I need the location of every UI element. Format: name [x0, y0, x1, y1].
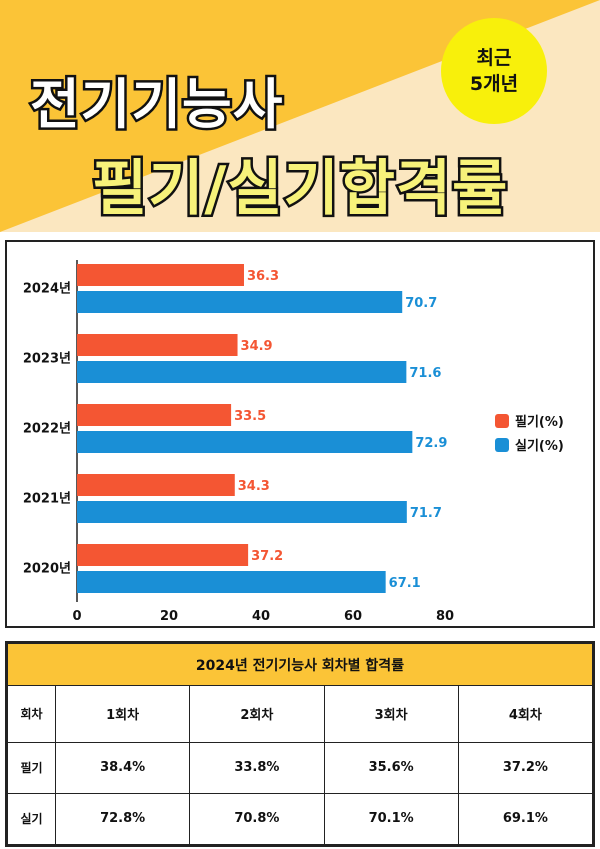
- x-tick-label: 20: [160, 609, 178, 624]
- data-label: 33.5: [234, 409, 266, 424]
- data-label: 70.7: [405, 296, 437, 311]
- title-line-1: 전기기능사: [27, 71, 284, 139]
- row-label: 실기: [7, 792, 56, 846]
- data-label: 71.6: [409, 366, 441, 381]
- table-cell: 70.8%: [189, 792, 325, 846]
- category-label: 2024년: [23, 282, 71, 297]
- bar: [77, 501, 407, 523]
- legend-label: 필기(%): [515, 415, 564, 430]
- data-label: 34.3: [238, 479, 270, 494]
- category-label: 2023년: [23, 352, 71, 367]
- data-label: 36.3: [247, 269, 279, 284]
- badge-line-2: 5개년: [469, 73, 519, 95]
- bar: [77, 291, 403, 313]
- table-cell: 70.1%: [323, 792, 459, 846]
- header-cell: 2회차: [189, 685, 325, 743]
- table-row: 실기 72.8% 70.8% 70.1% 69.1%: [7, 792, 594, 846]
- category-label: 2020년: [23, 562, 71, 577]
- bar: [77, 264, 244, 286]
- bar: [77, 431, 413, 453]
- x-tick-label: 60: [344, 609, 362, 624]
- x-tick-label: 80: [436, 609, 454, 624]
- legend-swatch: [495, 438, 509, 452]
- data-label: 37.2: [251, 549, 283, 564]
- chart-panel: 2024년 36.3 70.7 2023년 34.9 71.6 2022년 33.5 72.9 2…: [5, 240, 595, 628]
- header-cell: 3회차: [323, 685, 459, 743]
- row-label: 필기: [7, 741, 56, 794]
- round-table-panel: 2024년 전기기능사 회차별 합격률 회차 1회차 2회차 3회차 4회차 필…: [5, 641, 595, 847]
- table-caption: 2024년 전기기능사 회차별 합격률: [7, 643, 593, 686]
- data-label: 72.9: [415, 436, 447, 451]
- legend-label: 실기(%): [515, 438, 564, 454]
- title-line-2: 필기/실기합격률: [89, 152, 509, 227]
- x-tick-label: 0: [72, 609, 81, 624]
- bar: [77, 361, 407, 383]
- header-cell: 1회차: [54, 685, 191, 743]
- table-cell: 38.4%: [54, 741, 191, 794]
- legend-swatch: [495, 414, 509, 428]
- round-pass-rate-table: 2024년 전기기능사 회차별 합격률 회차 1회차 2회차 3회차 4회차 필…: [7, 643, 594, 846]
- category-label: 2022년: [23, 422, 71, 437]
- table-cell: 37.2%: [457, 741, 594, 794]
- table-cell: 72.8%: [54, 792, 191, 846]
- data-label: 34.9: [241, 339, 273, 354]
- x-tick-label: 40: [252, 609, 270, 624]
- bar: [77, 571, 386, 593]
- table-cell: 35.6%: [323, 741, 459, 794]
- table-row: 필기 38.4% 33.8% 35.6% 37.2%: [7, 741, 594, 794]
- bar: [77, 474, 235, 496]
- category-label: 2021년: [23, 492, 71, 507]
- badge-line-1: 최근: [476, 47, 512, 69]
- header-cell: 4회차: [457, 685, 594, 743]
- header-cell: 회차: [7, 685, 56, 743]
- data-label: 71.7: [410, 506, 442, 521]
- table-header-row: 회차 1회차 2회차 3회차 4회차: [7, 685, 594, 743]
- table-cell: 33.8%: [189, 741, 325, 794]
- data-label: 67.1: [389, 576, 421, 591]
- table-cell: 69.1%: [457, 792, 594, 846]
- bar: [77, 334, 238, 356]
- header-banner: 전기기능사 필기/실기합격률 최근 5개년: [0, 0, 600, 232]
- bar: [77, 404, 232, 426]
- recent-years-badge: 최근 5개년: [441, 18, 547, 124]
- bar: [77, 544, 249, 566]
- bar-chart: 2024년 36.3 70.7 2023년 34.9 71.6 2022년 33.5 72.9 2…: [23, 260, 564, 624]
